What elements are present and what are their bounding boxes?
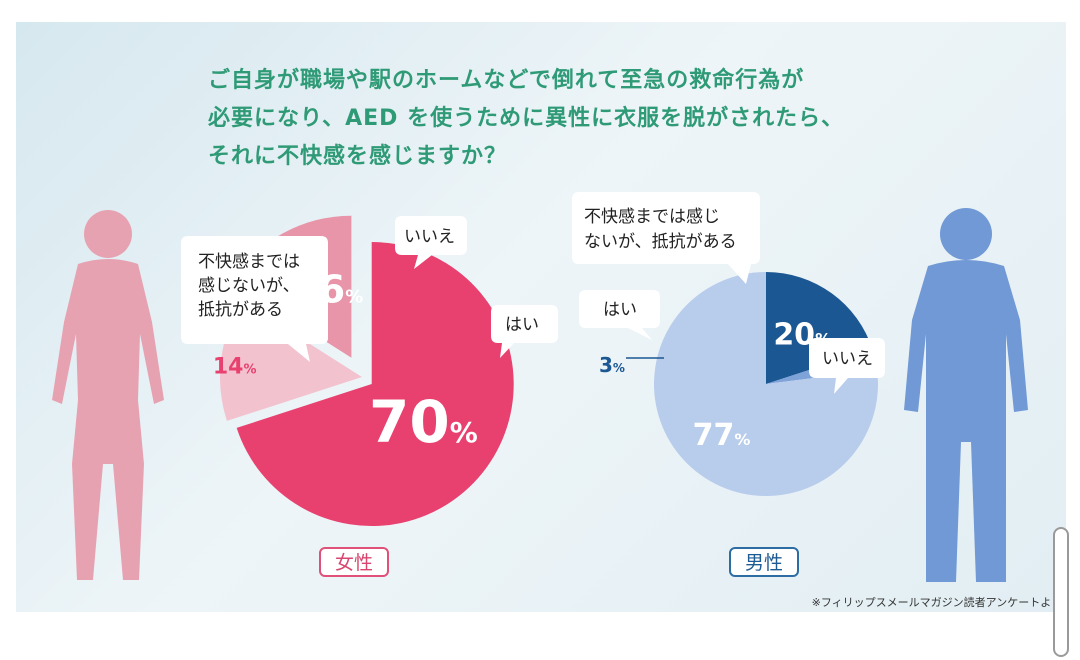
male-bubble-resistance-line2: ないが、抵抗がある xyxy=(584,232,737,252)
title-line-3: それに不快感を感じますか？ xyxy=(208,144,508,169)
male-gender-label: 男性 xyxy=(729,547,800,577)
female-bubble-resistance-line3: 抵抗がある xyxy=(198,300,283,320)
female-figure xyxy=(52,210,164,580)
source-note: ※フィリップスメールマガジン読者アンケートより xyxy=(811,596,1062,609)
pie-slice-1-2 xyxy=(654,272,878,496)
female-bubble-yes-text: はい xyxy=(505,315,539,335)
pie-charts: 70%14%16% 20%3%77% 不快感までは 感じないが、 抵抗がある い… xyxy=(52,192,1028,582)
title-line-2: 必要になり、AED を使うために異性に衣服を脱がされたら、 xyxy=(208,106,845,131)
male-figure xyxy=(904,208,1028,582)
female-bubble-no-text: いいえ xyxy=(404,227,455,247)
male-bubble-no: いいえ xyxy=(809,338,885,394)
infographic-panel: ご自身が職場や駅のホームなどで倒れて至急の救命行為が 必要になり、AED を使う… xyxy=(16,22,1066,612)
scrollbar[interactable] xyxy=(1053,527,1069,657)
male-pie: 20%3%77% xyxy=(599,272,878,496)
male-bubble-resistance-line1: 不快感までは感じ xyxy=(584,207,720,227)
pie-slice-0-0 xyxy=(236,242,514,527)
male-bubble-no-text: いいえ xyxy=(822,349,873,369)
male-bubble-yes-text: はい xyxy=(603,300,637,320)
female-bubble-resistance: 不快感までは 感じないが、 抵抗がある xyxy=(181,236,328,362)
female-bubble-resistance-line1: 不快感までは xyxy=(198,252,300,272)
title-line-1: ご自身が職場や駅のホームなどで倒れて至急の救命行為が xyxy=(208,68,805,93)
male-bubble-resistance: 不快感までは感じ ないが、抵抗がある xyxy=(572,192,760,284)
survey-question-title: ご自身が職場や駅のホームなどで倒れて至急の救命行為が 必要になり、AED を使う… xyxy=(208,62,928,176)
pie-value-label-1-1: 3% xyxy=(599,353,625,377)
female-gender-label: 女性 xyxy=(319,547,390,577)
female-bubble-resistance-line2: 感じないが、 xyxy=(198,276,300,296)
female-bubble-no: いいえ xyxy=(395,216,467,269)
male-bubble-yes: はい xyxy=(579,290,660,340)
female-bubble-yes: はい xyxy=(491,305,558,358)
